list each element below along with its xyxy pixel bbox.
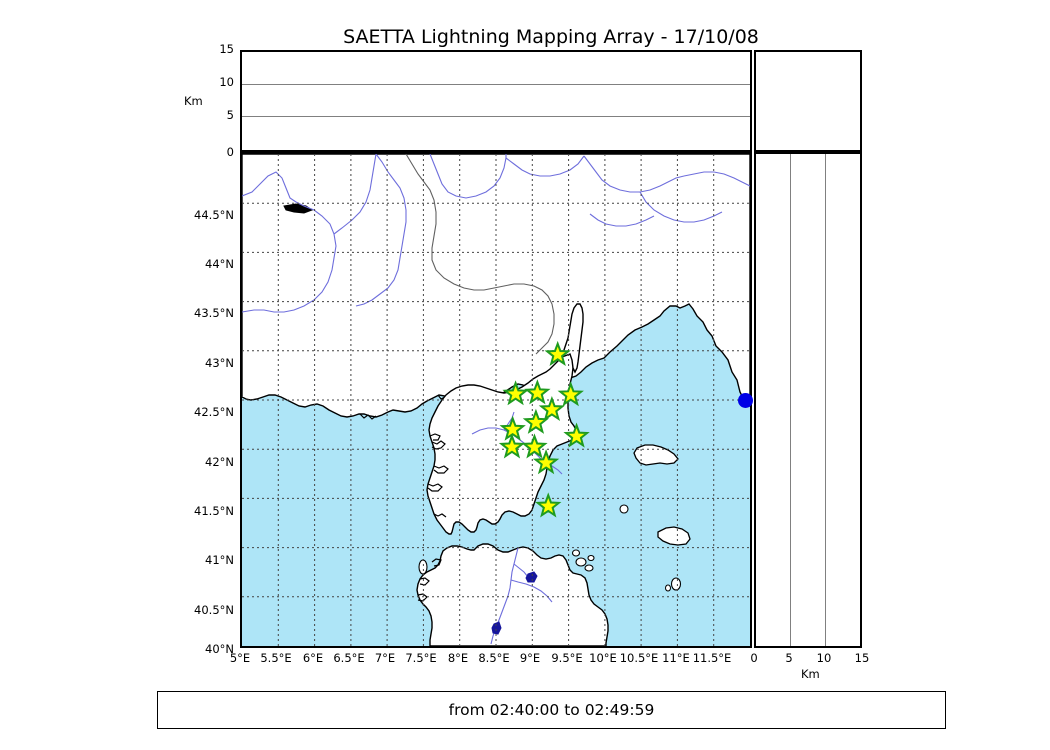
station-marker: [544, 340, 571, 366]
tick-right-5: 5: [785, 651, 793, 665]
tick-lon-5p5: 5.5°E: [260, 651, 292, 665]
administrative-borders: [405, 154, 555, 355]
tick-lat-40: 40°N: [205, 642, 234, 656]
tick-lat-41: 41°N: [205, 553, 234, 567]
tick-lon-10: 10°E: [589, 651, 617, 665]
tick-right-15: 15: [854, 651, 870, 665]
tick-top-10: 10: [219, 75, 234, 89]
tick-lon-9p5: 9.5°E: [551, 651, 583, 665]
tick-lon-7: 7°E: [374, 651, 396, 665]
tick-lat-42: 42°N: [205, 455, 234, 469]
tick-lat-43: 43°N: [205, 356, 234, 370]
corsica-west-gulfs: [427, 433, 449, 518]
tick-lat-44: 44°N: [205, 257, 234, 271]
giannutri-island: [665, 584, 671, 592]
station-marker: [535, 492, 562, 518]
station-marker: [532, 449, 560, 475]
station-marker: [521, 433, 548, 459]
tick-lat-43p5: 43.5°N: [194, 306, 234, 320]
time-range-statusbar[interactable]: from 02:40:00 to 02:49:59: [157, 691, 946, 729]
elba-island: [633, 444, 679, 466]
station-marker: [557, 381, 584, 407]
tick-lon-5: 5°E: [229, 651, 251, 665]
gridline-10km-right: [825, 154, 826, 646]
tick-lat-44p5: 44.5°N: [194, 208, 234, 222]
station-markers: [498, 340, 590, 518]
altitude-histogram-panel[interactable]: [754, 50, 862, 152]
top-panel-ylabel: Km: [184, 94, 203, 108]
cap-corse: [560, 303, 584, 374]
tick-lon-10p5: 10.5°E: [619, 651, 659, 665]
station-marker: [522, 408, 550, 434]
station-marker: [502, 380, 529, 406]
rivers-mainland: [242, 154, 750, 313]
giglio-island: [670, 577, 682, 591]
tick-lon-8: 8°E: [447, 651, 469, 665]
tick-top-15: 15: [219, 42, 234, 56]
page-title: SAETTA Lightning Mapping Array - 17/10/0…: [343, 26, 759, 48]
tick-top-5: 5: [226, 108, 234, 122]
tick-lon-6: 6°E: [302, 651, 324, 665]
maddalena-islands: [571, 549, 595, 572]
tick-right-10: 10: [816, 651, 832, 665]
tick-right-0: 0: [750, 651, 758, 665]
plan-view-map[interactable]: [240, 152, 752, 648]
station-marker: [498, 433, 526, 459]
tick-lat-40p5: 40.5°N: [194, 603, 234, 617]
tick-lon-8p5: 8.5°E: [478, 651, 510, 665]
gridline-5km-right: [790, 154, 791, 646]
tick-lon-11p5: 11.5°E: [692, 651, 732, 665]
longitude-altitude-panel[interactable]: [240, 50, 752, 152]
tick-lon-6p5: 6.5°E: [333, 651, 365, 665]
map-graphic: [242, 154, 750, 646]
altitude-latitude-panel[interactable]: [754, 152, 862, 648]
right-panel-xlabel: Km: [801, 667, 820, 681]
tick-lon-9: 9°E: [519, 651, 541, 665]
tick-lat-41p5: 41.5°N: [194, 504, 234, 518]
station-marker: [524, 379, 551, 405]
sardinia-lake-1: [525, 571, 538, 583]
gridline-10km: [242, 84, 750, 85]
tick-lon-7p5: 7.5°E: [405, 651, 437, 665]
sardinia-lake-2: [491, 621, 502, 635]
station-marker: [563, 422, 590, 448]
montecristo-island: [619, 504, 629, 514]
gridline-5km: [242, 116, 750, 117]
tick-lat-42p5: 42.5°N: [194, 405, 234, 419]
tick-lon-11: 11°E: [662, 651, 690, 665]
vhf-source-dot: [738, 393, 753, 408]
argentario-peninsula: [657, 526, 691, 546]
sardinia-coastline: [416, 543, 609, 646]
time-range-text: from 02:40:00 to 02:49:59: [448, 701, 655, 719]
station-marker: [538, 395, 566, 422]
station-marker: [499, 415, 526, 441]
asinara-island: [418, 559, 428, 575]
tick-top-0: 0: [226, 145, 234, 159]
